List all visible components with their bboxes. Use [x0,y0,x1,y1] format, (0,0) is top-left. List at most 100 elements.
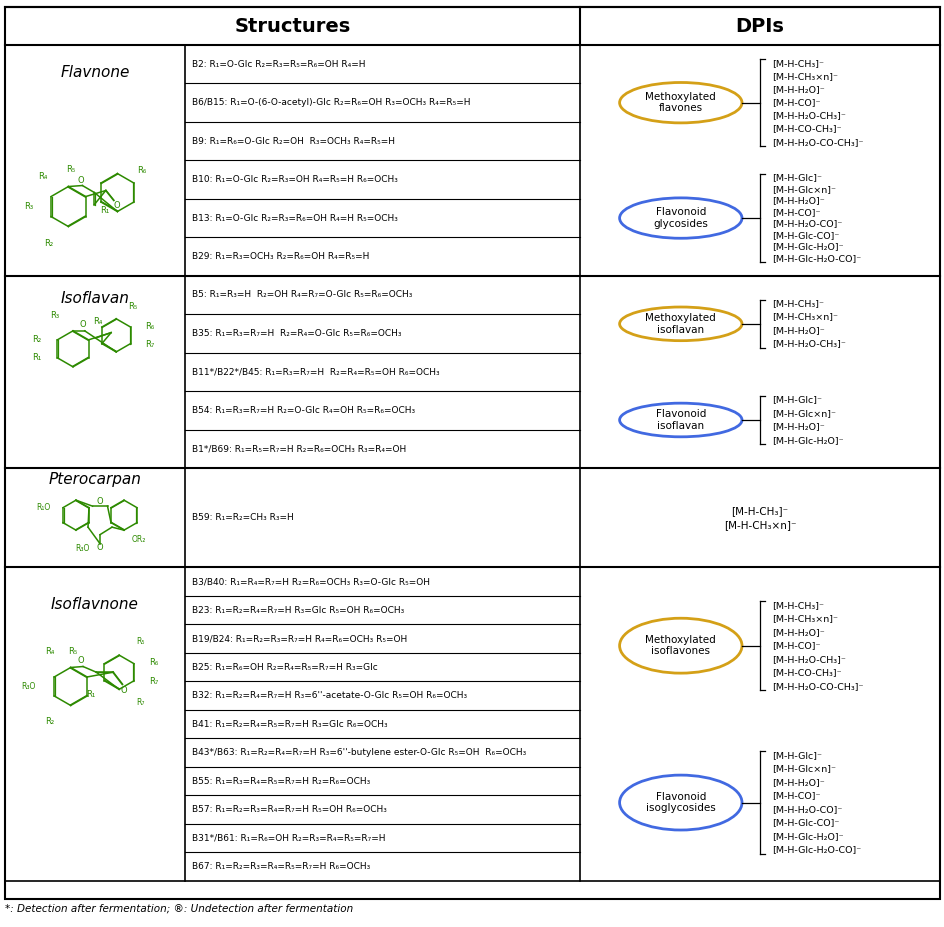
Text: O: O [96,497,103,505]
Text: O: O [113,201,120,210]
Text: DPIs: DPIs [734,17,784,35]
Text: B10: R₁=O-Glc R₂=R₃=OH R₄=R₅=H R₆=OCH₃: B10: R₁=O-Glc R₂=R₃=OH R₄=R₅=H R₆=OCH₃ [192,175,397,184]
Text: B13: R₁=O-Glc R₂=R₃=R₆=OH R₄=H R₅=OCH₃: B13: R₁=O-Glc R₂=R₃=R₆=OH R₄=H R₅=OCH₃ [192,213,397,222]
Text: [M-H-Glc×n]⁻: [M-H-Glc×n]⁻ [771,409,835,418]
Text: [M-H-Glc]⁻: [M-H-Glc]⁻ [771,173,821,183]
Text: B9: R₁=R₆=O-Glc R₂=OH  R₃=OCH₃ R₄=R₅=H: B9: R₁=R₆=O-Glc R₂=OH R₃=OCH₃ R₄=R₅=H [192,136,395,146]
Ellipse shape [619,83,741,123]
Text: [M-H-H₂O]⁻: [M-H-H₂O]⁻ [771,628,824,637]
Text: [M-H-Glc]⁻: [M-H-Glc]⁻ [771,751,821,760]
Text: [M-H-CO]⁻: [M-H-CO]⁻ [771,641,819,650]
Text: [M-H-H₂O]⁻: [M-H-H₂O]⁻ [771,778,824,787]
Text: Structures: Structures [234,17,350,35]
Text: Flavnone: Flavnone [60,65,129,81]
Text: B23: R₁=R₂=R₄=R₇=H R₃=Glc R₅=OH R₆=OCH₃: B23: R₁=R₂=R₄=R₇=H R₃=Glc R₅=OH R₆=OCH₃ [192,605,404,615]
Text: [M-H-CH₃×n]⁻: [M-H-CH₃×n]⁻ [771,615,837,623]
Text: [M-H-CH₃]⁻: [M-H-CH₃]⁻ [771,601,823,610]
Text: Isoflavan: Isoflavan [60,291,129,306]
Text: B3/B40: R₁=R₄=R₇=H R₂=R₆=OCH₃ R₃=O-Glc R₅=OH: B3/B40: R₁=R₄=R₇=H R₂=R₆=OCH₃ R₃=O-Glc R… [192,577,430,586]
Ellipse shape [619,197,741,238]
Text: [M-H-H₂O-CO]⁻: [M-H-H₂O-CO]⁻ [771,220,841,228]
Text: *: Detection after fermentation; ®: Undetection after fermentation: *: Detection after fermentation; ®: Unde… [5,904,353,914]
Text: R₃: R₃ [24,202,33,211]
Text: R₃O: R₃O [75,543,89,552]
Ellipse shape [619,307,741,340]
Text: [M-H-Glc-H₂O-CO]⁻: [M-H-Glc-H₂O-CO]⁻ [771,845,860,855]
Text: [M-H-CH₃×n]⁻: [M-H-CH₃×n]⁻ [771,312,837,322]
Text: R₆: R₆ [148,658,158,667]
Text: R₂: R₂ [43,239,53,248]
Text: R₂: R₂ [32,336,42,344]
Text: R₂: R₂ [45,717,55,726]
Text: [M-H-CO]⁻: [M-H-CO]⁻ [771,792,819,800]
Text: R₅: R₅ [68,647,77,655]
Text: [M-H-Glc]⁻: [M-H-Glc]⁻ [771,395,821,404]
Text: O: O [121,686,127,695]
Text: B67: R₁=R₂=R₃=R₄=R₅=R₇=H R₆=OCH₃: B67: R₁=R₂=R₃=R₄=R₅=R₇=H R₆=OCH₃ [192,862,370,871]
Text: [M-H-CH₃]⁻: [M-H-CH₃]⁻ [771,58,823,68]
Text: R₆: R₆ [137,166,146,175]
Text: O: O [77,656,84,665]
Text: O: O [79,321,86,329]
Text: Isoflavnone: Isoflavnone [51,597,139,613]
Text: Methoxylated
flavones: Methoxylated flavones [645,92,716,113]
Text: [M-H-CH₃×n]⁻: [M-H-CH₃×n]⁻ [723,520,796,529]
Text: [M-H-CO-CH₃]⁻: [M-H-CO-CH₃]⁻ [771,124,841,133]
Ellipse shape [619,618,741,673]
Text: [M-H-H₂O]⁻: [M-H-H₂O]⁻ [771,85,824,94]
Text: [M-H-H₂O-CO-CH₃]⁻: [M-H-H₂O-CO-CH₃]⁻ [771,681,863,691]
Text: Flavonoid
isoflavan: Flavonoid isoflavan [655,409,705,431]
Text: [M-H-CH₃×n]⁻: [M-H-CH₃×n]⁻ [771,71,837,81]
Text: B11*/B22*/B45: R₁=R₃=R₇=H  R₂=R₄=R₅=OH R₆=OCH₃: B11*/B22*/B45: R₁=R₃=R₇=H R₂=R₄=R₅=OH R₆… [192,367,439,376]
Text: [M-H-Glc-H₂O]⁻: [M-H-Glc-H₂O]⁻ [771,832,843,841]
Text: [M-H-H₂O]⁻: [M-H-H₂O]⁻ [771,197,824,205]
Text: B59: R₁=R₂=CH₃ R₃=H: B59: R₁=R₂=CH₃ R₃=H [192,514,294,522]
Text: R₅: R₅ [66,165,75,174]
Text: [M-H-Glc-H₂O]⁻: [M-H-Glc-H₂O]⁻ [771,436,843,445]
Ellipse shape [619,775,741,830]
Text: [M-H-Glc×n]⁻: [M-H-Glc×n]⁻ [771,765,835,773]
Text: R₇: R₇ [148,678,158,686]
Text: R₁: R₁ [86,690,95,699]
Text: R₁: R₁ [32,353,42,362]
Text: R₁: R₁ [100,206,109,215]
Text: R₄: R₄ [38,172,47,181]
Text: R₃: R₃ [50,311,59,320]
Text: R₅: R₅ [136,638,144,646]
Text: R₁O: R₁O [36,503,50,512]
Text: [M-H-CO]⁻: [M-H-CO]⁻ [771,208,819,217]
Text: B29: R₁=R₃=OCH₃ R₂=R₆=OH R₄=R₅=H: B29: R₁=R₃=OCH₃ R₂=R₆=OH R₄=R₅=H [192,252,369,261]
Text: [M-H-CH₃]⁻: [M-H-CH₃]⁻ [731,505,787,515]
Text: OR₂: OR₂ [131,535,146,543]
Text: B35: R₁=R₃=R₇=H  R₂=R₄=O-Glc R₅=R₆=OCH₃: B35: R₁=R₃=R₇=H R₂=R₄=O-Glc R₅=R₆=OCH₃ [192,329,401,338]
Text: B57: R₁=R₂=R₃=R₄=R₇=H R₅=OH R₆=OCH₃: B57: R₁=R₂=R₃=R₄=R₇=H R₅=OH R₆=OCH₃ [192,806,386,814]
Text: O: O [77,176,84,185]
Text: B6/B15: R₁=O-(6-O-acetyl)-Glc R₂=R₆=OH R₃=OCH₃ R₄=R₅=H: B6/B15: R₁=O-(6-O-acetyl)-Glc R₂=R₆=OH R… [192,98,470,108]
Text: [M-H-H₂O]⁻: [M-H-H₂O]⁻ [771,326,824,335]
Text: O: O [96,543,103,552]
Text: B41: R₁=R₂=R₄=R₅=R₇=H R₃=Glc R₆=OCH₃: B41: R₁=R₂=R₄=R₅=R₇=H R₃=Glc R₆=OCH₃ [192,719,387,729]
Text: R₅: R₅ [127,302,137,311]
Text: [M-H-H₂O-CO-CH₃]⁻: [M-H-H₂O-CO-CH₃]⁻ [771,138,863,146]
Text: [M-H-H₂O]⁻: [M-H-H₂O]⁻ [771,422,824,431]
Text: R₇: R₇ [144,340,154,349]
Text: [M-H-Glc×n]⁻: [M-H-Glc×n]⁻ [771,184,835,194]
Text: Flavonoid
glycosides: Flavonoid glycosides [652,208,707,229]
Text: R₆: R₆ [144,322,154,331]
Text: B43*/B63: R₁=R₂=R₄=R₇=H R₃=6''-butylene ester-O-Glc R₅=OH  R₆=OCH₃: B43*/B63: R₁=R₂=R₄=R₇=H R₃=6''-butylene … [192,748,526,757]
Text: B32: R₁=R₂=R₄=R₇=H R₃=6''-acetate-O-Glc R₅=OH R₆=OCH₃: B32: R₁=R₂=R₄=R₇=H R₃=6''-acetate-O-Glc … [192,692,466,700]
Text: [M-H-H₂O-CO]⁻: [M-H-H₂O-CO]⁻ [771,805,841,814]
Ellipse shape [619,403,741,437]
Text: B5: R₁=R₃=H  R₂=OH R₄=R₇=O-Glc R₅=R₆=OCH₃: B5: R₁=R₃=H R₂=OH R₄=R₇=O-Glc R₅=R₆=OCH₃ [192,290,412,299]
Text: Methoxylated
isoflavan: Methoxylated isoflavan [645,313,716,335]
Text: R₄: R₄ [93,317,102,326]
Text: B1*/B69: R₁=R₅=R₇=H R₂=R₆=OCH₃ R₃=R₄=OH: B1*/B69: R₁=R₅=R₇=H R₂=R₆=OCH₃ R₃=R₄=OH [192,444,406,453]
Text: [M-H-H₂O-CH₃]⁻: [M-H-H₂O-CH₃]⁻ [771,654,845,664]
Text: [M-H-Glc-CO]⁻: [M-H-Glc-CO]⁻ [771,819,838,827]
Text: [M-H-CO-CH₃]⁻: [M-H-CO-CH₃]⁻ [771,668,841,678]
Text: [M-H-CH₃]⁻: [M-H-CH₃]⁻ [771,299,823,308]
Text: B55: R₁=R₃=R₄=R₅=R₇=H R₂=R₆=OCH₃: B55: R₁=R₃=R₄=R₅=R₇=H R₂=R₆=OCH₃ [192,777,370,786]
Text: [M-H-Glc-H₂O-CO]⁻: [M-H-Glc-H₂O-CO]⁻ [771,254,860,263]
Text: B54: R₁=R₃=R₇=H R₂=O-Glc R₄=OH R₅=R₆=OCH₃: B54: R₁=R₃=R₇=H R₂=O-Glc R₄=OH R₅=R₆=OCH… [192,406,414,415]
Text: [M-H-H₂O-CH₃]⁻: [M-H-H₂O-CH₃]⁻ [771,339,845,349]
